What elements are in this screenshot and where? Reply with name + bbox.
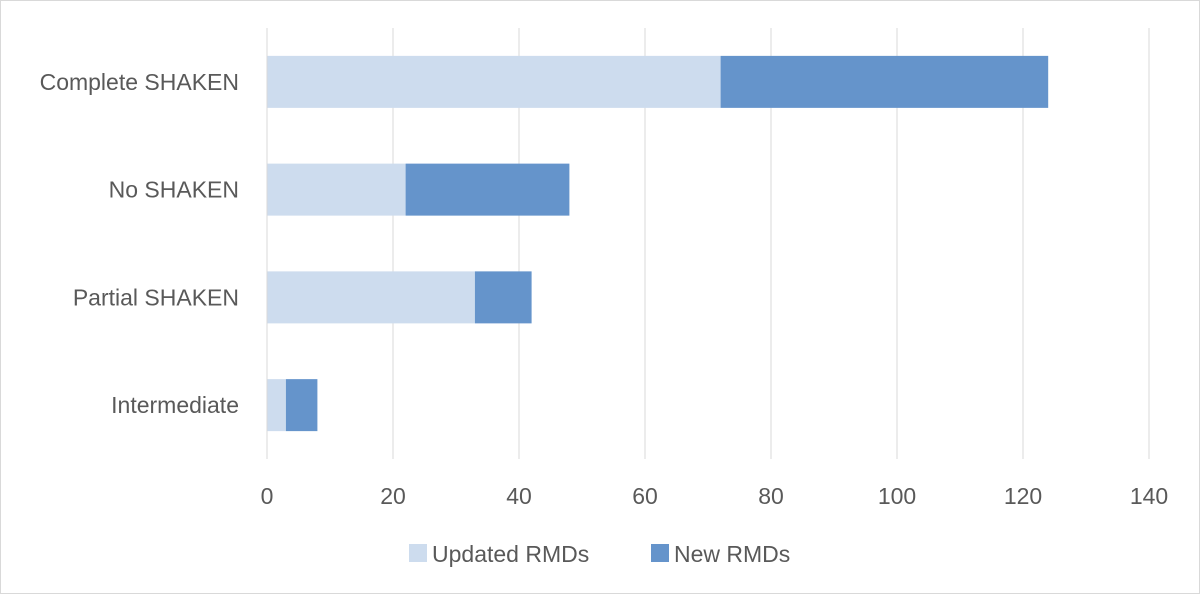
bar-new-rmds-2 (474, 271, 532, 324)
category-label: No SHAKEN (109, 177, 239, 203)
x-tick-label: 60 (632, 483, 658, 509)
legend: Updated RMDs New RMDs (409, 541, 790, 567)
x-tick-label: 80 (758, 483, 784, 509)
legend-label: New RMDs (674, 541, 790, 567)
x-tick-label: 0 (261, 483, 274, 509)
category-labels: Complete SHAKEN No SHAKEN Partial SHAKEN In… (40, 69, 239, 418)
x-tick-labels: 0 20 40 60 80 100 120 140 (261, 483, 1169, 509)
bars (267, 55, 1049, 432)
bar-new-rmds-0 (720, 55, 1049, 108)
x-tick-label: 40 (506, 483, 532, 509)
bar-new-rmds-1 (405, 163, 570, 216)
legend-label: Updated RMDs (432, 541, 589, 567)
bar-new-rmds-3 (285, 379, 318, 432)
legend-swatch (651, 544, 669, 562)
x-tick-label: 120 (1004, 483, 1042, 509)
x-tick-label: 100 (878, 483, 916, 509)
category-label: Complete SHAKEN (40, 69, 239, 95)
x-tick-label: 140 (1130, 483, 1168, 509)
bar-updated-rmds-0 (267, 55, 721, 108)
bar-updated-rmds-2 (267, 271, 475, 324)
bar-updated-rmds-3 (267, 379, 286, 432)
legend-swatch (409, 544, 427, 562)
bar-updated-rmds-1 (267, 163, 406, 216)
category-label: Partial SHAKEN (73, 284, 239, 310)
x-tick-label: 20 (380, 483, 406, 509)
category-label: Intermediate (111, 392, 239, 418)
